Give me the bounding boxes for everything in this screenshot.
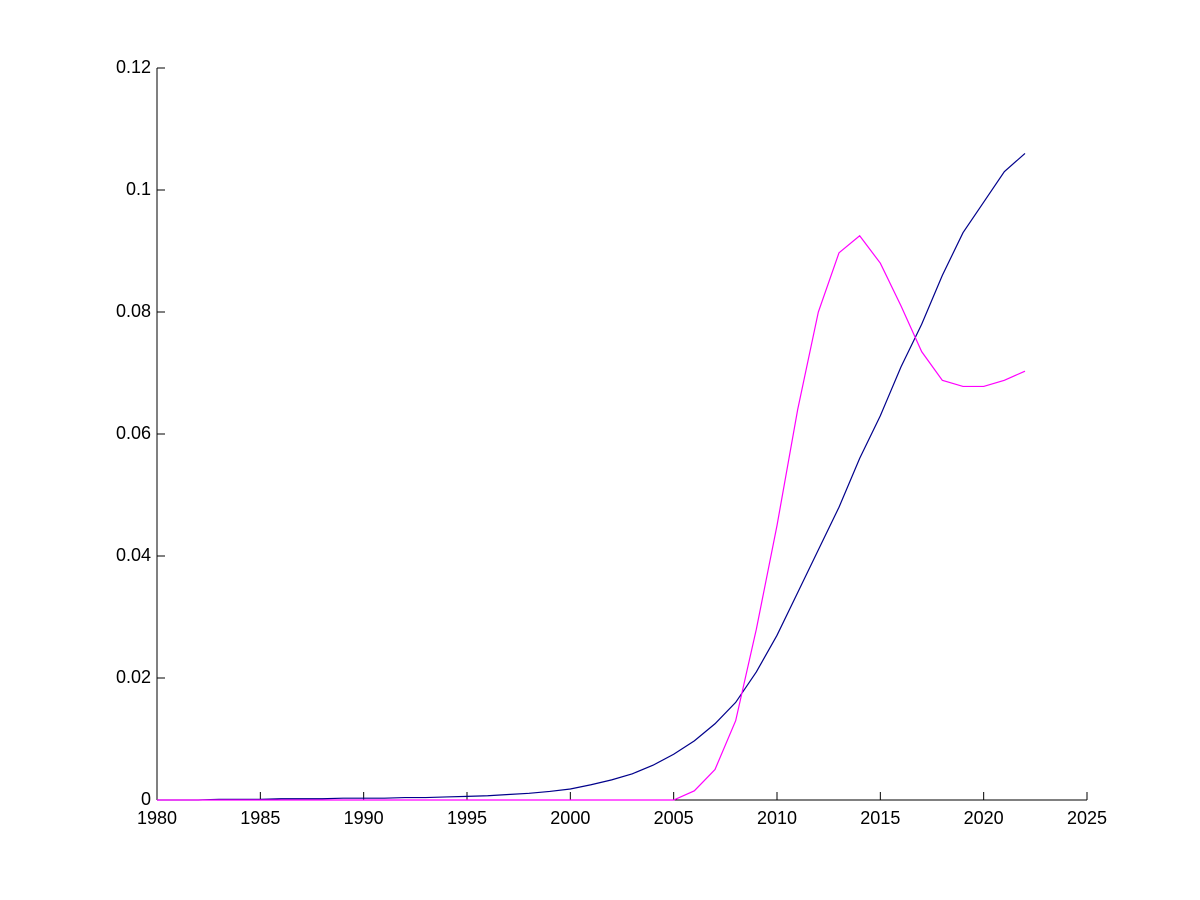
x-tick-label: 1985 — [240, 808, 280, 828]
x-tick-label: 1980 — [137, 808, 177, 828]
y-tick-label: 0 — [141, 789, 151, 809]
y-tick-label: 0.02 — [116, 667, 151, 687]
y-tick-label: 0.12 — [116, 57, 151, 77]
x-tick-label: 1995 — [447, 808, 487, 828]
y-tick-label: 0.06 — [116, 423, 151, 443]
x-tick-label: 1990 — [344, 808, 384, 828]
y-tick-label: 0.04 — [116, 545, 151, 565]
x-tick-label: 2015 — [860, 808, 900, 828]
y-tick-label: 0.1 — [126, 179, 151, 199]
x-tick-label: 2020 — [964, 808, 1004, 828]
x-tick-label: 2000 — [550, 808, 590, 828]
series-line — [157, 152, 1026, 801]
y-tick-label: 0.08 — [116, 301, 151, 321]
x-tick-label: 2005 — [654, 808, 694, 828]
series-line — [157, 234, 1026, 801]
x-tick-label: 2010 — [757, 808, 797, 828]
x-tick-label: 2025 — [1067, 808, 1107, 828]
